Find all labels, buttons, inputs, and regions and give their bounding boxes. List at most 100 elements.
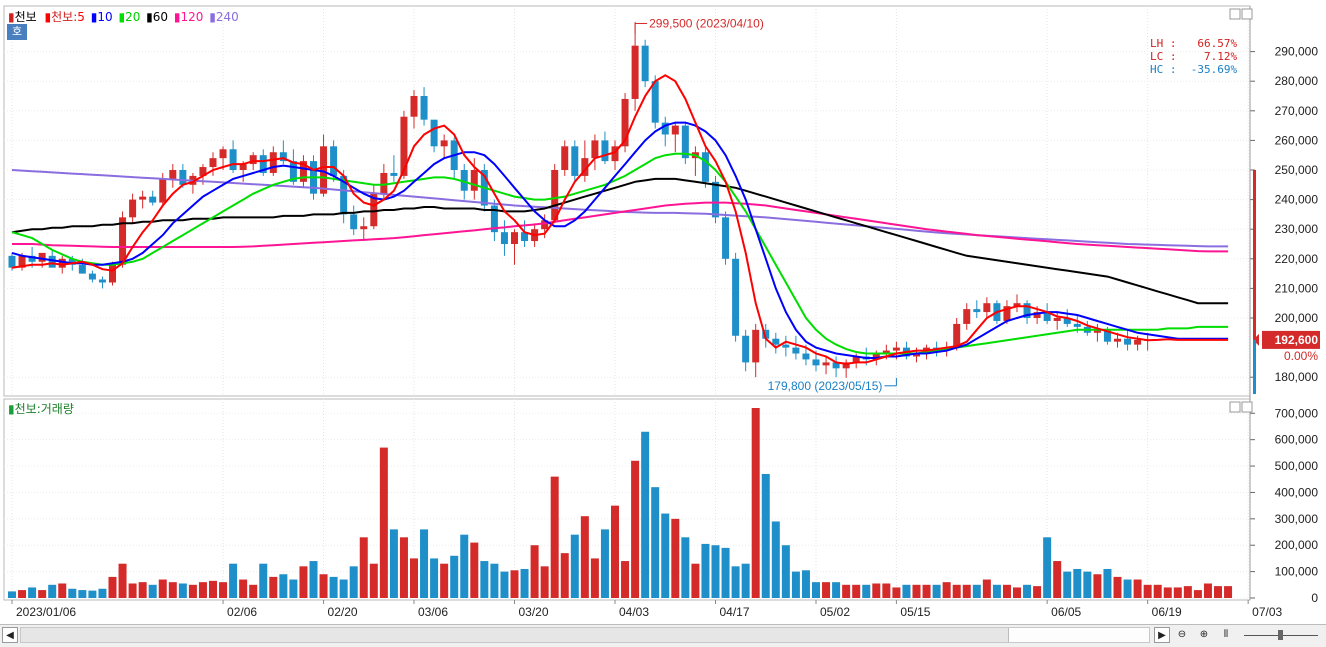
current-price-label: 192,600: [1275, 333, 1319, 347]
volume-bar-10: [108, 576, 117, 598]
candle-body-105: [1063, 318, 1071, 324]
candle-body-41: [420, 96, 428, 120]
volume-bar-23: [239, 579, 248, 598]
current-price-box: [1262, 330, 1320, 349]
volume-bar-43: [440, 563, 449, 598]
bottom-toolbar: ◀ ▶ ⊖ ⊕ ⫴: [0, 624, 1326, 647]
candle-body-65: [661, 122, 669, 135]
volume-bar-107: [1083, 571, 1092, 598]
candle-body-66: [671, 125, 679, 135]
candle-body-97: [983, 303, 991, 313]
volume-bar-53: [540, 566, 549, 598]
candle-body-32: [330, 146, 338, 176]
volume-bar-83: [842, 584, 851, 598]
volume-bar-55: [560, 553, 569, 598]
volume-bar-41: [420, 529, 429, 598]
candle-body-17: [179, 170, 187, 185]
price-tick-label-6: 230,000: [1275, 222, 1319, 236]
volume-bar-17: [178, 583, 187, 598]
candle-body-39: [400, 116, 408, 176]
volume-bar-15: [158, 579, 167, 598]
zoom-in-icon[interactable]: ⊕: [1199, 629, 1209, 640]
scroll-right-button[interactable]: ▶: [1154, 627, 1170, 643]
candle-body-106: [1073, 323, 1081, 327]
candle-body-2: [28, 255, 36, 262]
volume-bar-39: [399, 537, 408, 598]
volume-bar-7: [78, 590, 87, 598]
scrollbar-thumb[interactable]: [1008, 628, 1149, 642]
volume-bar-30: [309, 561, 318, 598]
date-label-11: 07/03: [1252, 605, 1282, 619]
zoom-out-icon[interactable]: ⊖: [1177, 629, 1187, 640]
volume-bar-106: [1073, 568, 1082, 598]
corner-button[interactable]: 호: [7, 24, 27, 40]
volume-bar-98: [992, 584, 1001, 598]
volume-bar-1: [18, 590, 27, 598]
current-change-label: 0.00%: [1284, 349, 1318, 363]
volume-bar-73: [741, 563, 750, 598]
panel-button-1: [1241, 8, 1253, 20]
candle-body-29: [299, 161, 307, 182]
zoom-slider[interactable]: [1244, 630, 1318, 640]
price-tick-label-2: 270,000: [1275, 104, 1319, 118]
candle-body-62: [631, 45, 639, 99]
candle-body-5: [58, 258, 66, 268]
price-tick-label-8: 210,000: [1275, 281, 1319, 295]
volume-bar-105: [1063, 571, 1072, 598]
indicator-hc: HC : -35.69%: [1150, 63, 1238, 76]
candle-body-34: [350, 214, 358, 230]
axis-range-down: [1253, 339, 1256, 394]
volume-bar-11: [118, 563, 127, 598]
volume-bar-34: [349, 566, 358, 598]
price-legend: ▮천보 ▮천보:5 ▮10 ▮20 ▮60 ▮120 ▮240: [8, 8, 239, 25]
volume-bar-69: [701, 543, 710, 598]
candle-body-4: [48, 255, 56, 268]
candle-body-46: [470, 170, 478, 191]
volume-bar-108: [1093, 574, 1102, 598]
candle-body-99: [1003, 306, 1011, 321]
candle-body-42: [430, 119, 438, 147]
low-annotation: 179,800 (2023/05/15): [768, 379, 883, 393]
volume-bar-65: [661, 513, 670, 598]
price-tick-label-5: 240,000: [1275, 193, 1319, 207]
date-label-2: 02/20: [328, 605, 358, 619]
scroll-left-button[interactable]: ◀: [2, 627, 18, 643]
volume-tick-label-6: 100,000: [1275, 565, 1319, 579]
candle-body-76: [772, 338, 780, 345]
candle-body-95: [963, 309, 971, 324]
volume-bar-85: [862, 584, 871, 598]
horizontal-scrollbar[interactable]: [20, 627, 1150, 643]
volume-bar-57: [580, 516, 589, 598]
volume-bar-36: [369, 563, 378, 598]
candle-body-84: [852, 356, 860, 363]
legend-ma-10-marker: ▮: [90, 10, 98, 24]
volume-bar-60: [611, 505, 619, 598]
volume-bar-114: [1153, 584, 1162, 598]
volume-bar-82: [832, 582, 841, 598]
volume-bar-13: [138, 582, 147, 598]
legend-ma-60: 60: [152, 10, 169, 24]
candle-body-109: [1103, 329, 1111, 342]
volume-tick-label-3: 400,000: [1275, 485, 1319, 499]
volume-group: [8, 408, 1233, 598]
legend-ma-5: 5: [77, 10, 85, 24]
volume-bar-81: [822, 582, 831, 598]
date-label-10: 06/19: [1152, 605, 1182, 619]
volume-bar-3: [38, 590, 47, 598]
price-tick-label-10: 180,000: [1275, 370, 1319, 384]
candle-body-54: [551, 170, 559, 221]
volume-bar-110: [1113, 576, 1122, 598]
volume-bar-37: [379, 447, 388, 598]
candle-body-75: [762, 329, 770, 339]
volume-bar-104: [1053, 561, 1062, 598]
volume-bar-117: [1183, 586, 1192, 598]
candle-body-74: [752, 329, 760, 363]
zoom-slider-handle[interactable]: [1278, 630, 1283, 640]
bar-count-icon[interactable]: ⫴: [1223, 629, 1229, 640]
volume-bar-70: [711, 545, 720, 598]
volume-bar-26: [269, 576, 278, 598]
volume-bar-4: [48, 584, 57, 598]
candle-body-45: [460, 170, 468, 191]
volume-bar-9: [98, 588, 107, 598]
volume-bar-14: [148, 584, 157, 598]
